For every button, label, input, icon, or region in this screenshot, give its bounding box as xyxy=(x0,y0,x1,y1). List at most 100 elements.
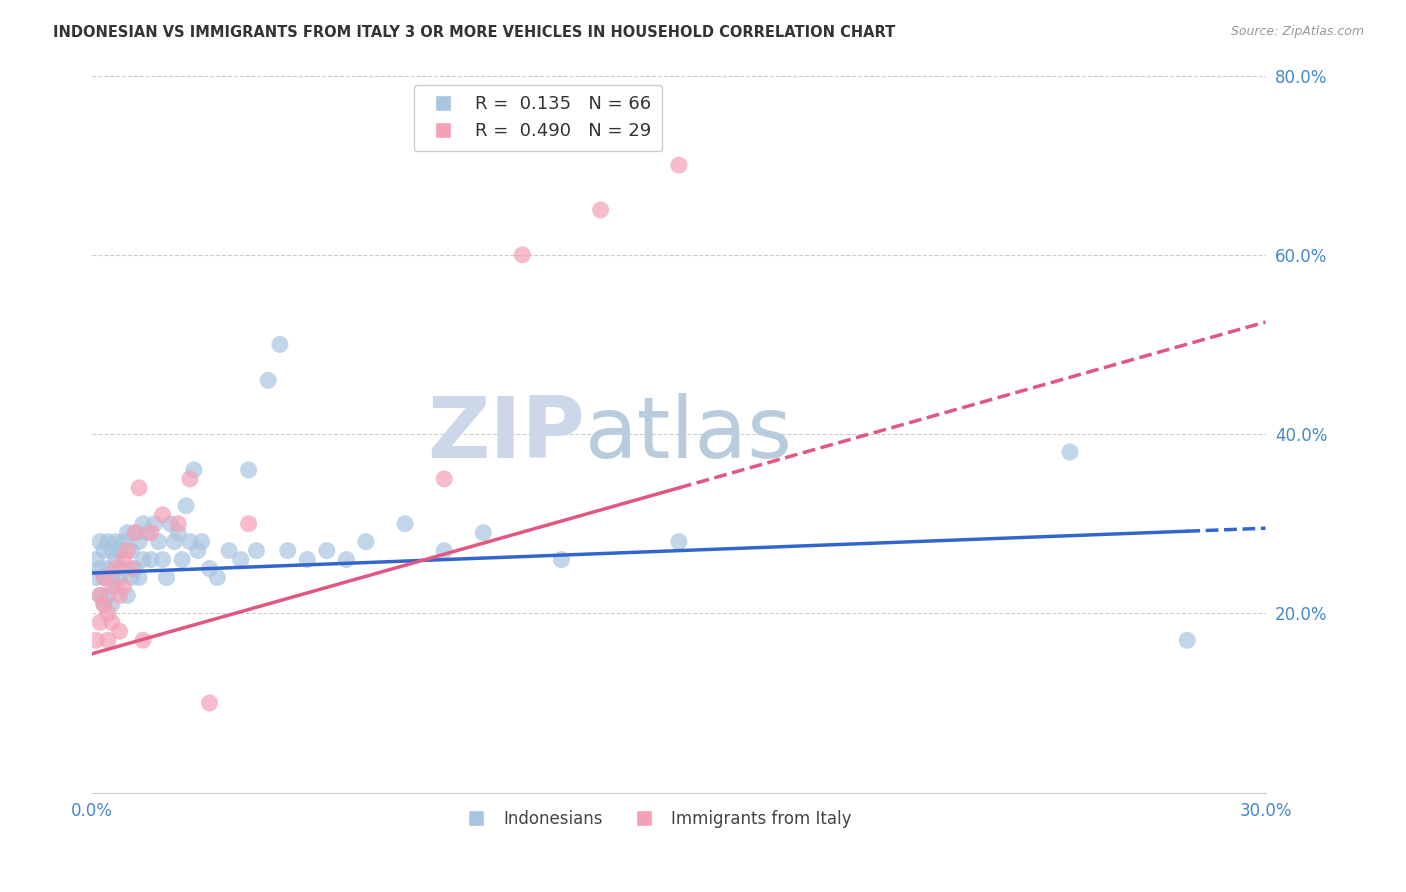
Point xyxy=(108,543,131,558)
Point xyxy=(97,633,120,648)
Point xyxy=(108,624,131,639)
Point xyxy=(315,543,337,558)
Point xyxy=(229,552,252,566)
Point xyxy=(108,589,131,603)
Point xyxy=(354,534,377,549)
Legend: Indonesians, Immigrants from Italy: Indonesians, Immigrants from Italy xyxy=(453,803,858,835)
Point xyxy=(1059,445,1081,459)
Point xyxy=(128,570,150,584)
Point xyxy=(297,552,319,566)
Text: Source: ZipAtlas.com: Source: ZipAtlas.com xyxy=(1230,25,1364,38)
Point xyxy=(152,508,174,522)
Text: ZIP: ZIP xyxy=(427,392,585,475)
Point xyxy=(97,561,120,575)
Point xyxy=(89,534,111,549)
Point xyxy=(104,534,127,549)
Point xyxy=(132,552,155,566)
Point xyxy=(136,525,159,540)
Point xyxy=(159,516,181,531)
Point xyxy=(132,633,155,648)
Point xyxy=(668,158,690,172)
Point xyxy=(100,615,122,630)
Point xyxy=(257,373,280,387)
Point xyxy=(198,561,221,575)
Point xyxy=(89,561,111,575)
Point xyxy=(132,516,155,531)
Point xyxy=(100,579,122,593)
Point xyxy=(335,552,357,566)
Point xyxy=(183,463,205,477)
Point xyxy=(100,598,122,612)
Point xyxy=(112,561,135,575)
Point xyxy=(218,543,240,558)
Point xyxy=(89,589,111,603)
Point xyxy=(190,534,212,549)
Point xyxy=(187,543,209,558)
Point xyxy=(112,534,135,549)
Point xyxy=(139,552,162,566)
Point xyxy=(277,543,299,558)
Point xyxy=(512,248,534,262)
Point xyxy=(117,543,139,558)
Point xyxy=(117,525,139,540)
Point xyxy=(269,337,291,351)
Point xyxy=(172,552,194,566)
Point xyxy=(245,543,267,558)
Point xyxy=(97,607,120,621)
Point xyxy=(108,570,131,584)
Point xyxy=(174,499,197,513)
Point xyxy=(433,472,456,486)
Point xyxy=(104,579,127,593)
Point xyxy=(112,579,135,593)
Point xyxy=(207,570,229,584)
Point xyxy=(143,516,166,531)
Point xyxy=(167,516,190,531)
Point xyxy=(139,525,162,540)
Point xyxy=(120,561,142,575)
Point xyxy=(394,516,416,531)
Point xyxy=(124,561,146,575)
Point xyxy=(93,598,115,612)
Point xyxy=(97,534,120,549)
Point xyxy=(128,534,150,549)
Point xyxy=(155,570,177,584)
Point xyxy=(124,525,146,540)
Point xyxy=(112,552,135,566)
Point xyxy=(198,696,221,710)
Point xyxy=(589,202,612,217)
Point xyxy=(89,615,111,630)
Point xyxy=(104,561,127,575)
Point xyxy=(124,525,146,540)
Point xyxy=(550,552,572,566)
Point xyxy=(93,570,115,584)
Point xyxy=(84,552,107,566)
Point xyxy=(93,543,115,558)
Point xyxy=(163,534,186,549)
Point xyxy=(238,516,260,531)
Point xyxy=(238,463,260,477)
Point xyxy=(1175,633,1198,648)
Point xyxy=(120,570,142,584)
Point xyxy=(152,552,174,566)
Point xyxy=(84,633,107,648)
Point xyxy=(433,543,456,558)
Point xyxy=(179,472,201,486)
Point xyxy=(93,598,115,612)
Point xyxy=(668,534,690,549)
Text: atlas: atlas xyxy=(585,392,793,475)
Point xyxy=(179,534,201,549)
Point xyxy=(100,570,122,584)
Point xyxy=(128,481,150,495)
Point xyxy=(84,570,107,584)
Point xyxy=(93,570,115,584)
Point xyxy=(148,534,170,549)
Point xyxy=(104,552,127,566)
Text: INDONESIAN VS IMMIGRANTS FROM ITALY 3 OR MORE VEHICLES IN HOUSEHOLD CORRELATION : INDONESIAN VS IMMIGRANTS FROM ITALY 3 OR… xyxy=(53,25,896,40)
Point xyxy=(117,589,139,603)
Point xyxy=(89,589,111,603)
Point xyxy=(100,543,122,558)
Point xyxy=(120,543,142,558)
Point xyxy=(472,525,495,540)
Point xyxy=(97,589,120,603)
Point xyxy=(167,525,190,540)
